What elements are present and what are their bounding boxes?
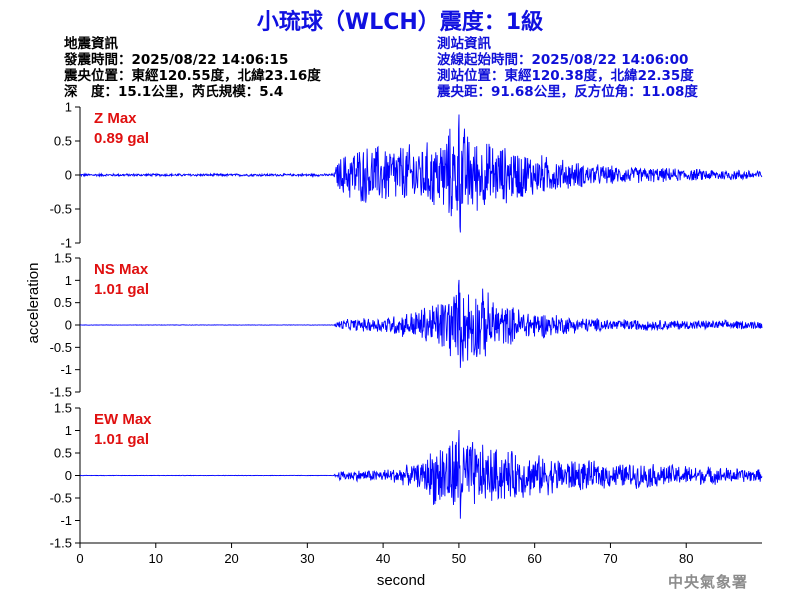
ew-y-tick-label: 1 xyxy=(65,423,72,438)
z-y-tick-label: 0.5 xyxy=(54,134,72,149)
ns-y-tick-label: 1 xyxy=(65,273,72,288)
z-max-label: Z Max xyxy=(94,110,137,127)
ns-waveform xyxy=(79,279,763,368)
chart-title: 小琉球（WLCH）震度：1級 xyxy=(256,10,544,35)
x-tick-label: 60 xyxy=(527,551,541,566)
wave-start-time: 波線起始時間：2025/08/22 14:06:00 xyxy=(437,52,689,68)
station-location: 測站位置：東經120.38度，北緯22.35度 xyxy=(437,68,694,84)
z-waveform xyxy=(79,114,763,233)
x-tick-label: 20 xyxy=(224,551,238,566)
ns-max-value: 1.01 gal xyxy=(94,281,149,298)
x-tick-label: 0 xyxy=(76,551,83,566)
ew-y-tick-label: 0 xyxy=(65,468,72,483)
x-tick-label: 30 xyxy=(300,551,314,566)
agency-credit: 中央氣象署 xyxy=(667,573,748,591)
ns-y-tick-label: 0.5 xyxy=(54,295,72,310)
x-tick-label: 10 xyxy=(149,551,163,566)
ew-y-tick-label: 1.5 xyxy=(54,401,72,416)
x-axis-label: second xyxy=(377,572,425,589)
station-info-heading: 測站資訊 xyxy=(437,36,491,52)
ew-max-value: 1.01 gal xyxy=(94,431,149,448)
x-tick-label: 50 xyxy=(452,551,466,566)
z-y-tick-label: -1 xyxy=(60,236,72,251)
quake-info-heading: 地震資訊 xyxy=(64,36,118,52)
x-tick-label: 40 xyxy=(376,551,390,566)
z-y-tick-label: -0.5 xyxy=(50,202,72,217)
ns-y-tick-label: 1.5 xyxy=(54,251,72,266)
ns-y-tick-label: -0.5 xyxy=(50,340,72,355)
station-info-block: 測站資訊 波線起始時間：2025/08/22 14:06:00 測站位置：東經1… xyxy=(437,36,698,100)
ns-y-tick-label: 0 xyxy=(65,318,72,333)
ew-waveform xyxy=(79,430,763,519)
z-y-tick-label: 0 xyxy=(65,168,72,183)
z-max-value: 0.89 gal xyxy=(94,130,149,147)
ew-y-tick-label: -0.5 xyxy=(50,491,72,506)
epicentral-distance: 震央距：91.68公里，反方位角：11.08度 xyxy=(437,84,698,100)
z-y-tick-label: 1 xyxy=(65,100,72,115)
quake-depth-magnitude: 深 度：15.1公里，芮氏規模：5.4 xyxy=(64,84,284,100)
ns-y-tick-label: -1 xyxy=(60,362,72,377)
quake-time: 發震時間：2025/08/22 14:06:15 xyxy=(64,52,289,68)
ns-y-tick-label: -1.5 xyxy=(50,385,72,400)
ew-y-tick-label: 0.5 xyxy=(54,446,72,461)
quake-location: 震央位置：東經120.55度，北緯23.16度 xyxy=(64,68,321,84)
ew-y-tick-label: -1 xyxy=(60,513,72,528)
y-axis-label: acceleration xyxy=(25,263,42,344)
x-tick-label: 70 xyxy=(603,551,617,566)
ew-y-tick-label: -1.5 xyxy=(50,536,72,551)
x-tick-label: 80 xyxy=(679,551,693,566)
ns-max-label: NS Max xyxy=(94,261,149,278)
quake-info-block: 地震資訊 發震時間：2025/08/22 14:06:15 震央位置：東經120… xyxy=(64,36,321,100)
ew-max-label: EW Max xyxy=(94,411,152,428)
